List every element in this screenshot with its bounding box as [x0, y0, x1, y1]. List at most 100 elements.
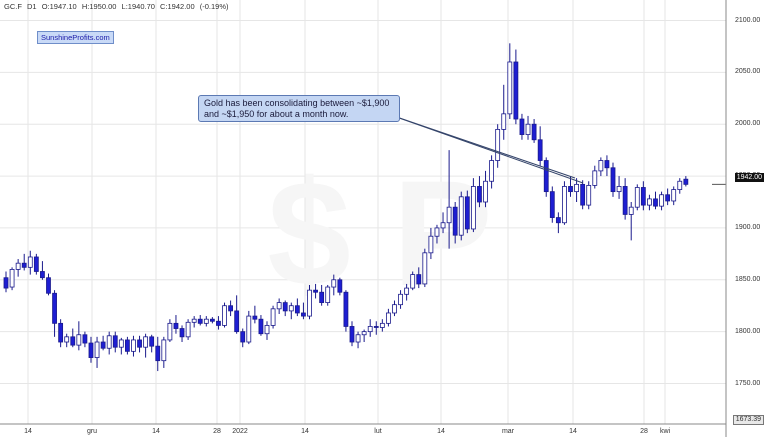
candle-body-down	[580, 183, 586, 206]
candle-body-up	[27, 256, 33, 268]
candle	[313, 283, 318, 299]
candle-body-up	[331, 279, 337, 288]
candle	[592, 165, 598, 189]
candle	[112, 331, 118, 353]
candle	[634, 184, 640, 211]
close-value: C:1942.00	[160, 2, 195, 11]
candle-body-up	[634, 187, 640, 208]
candle-body-down	[653, 198, 658, 207]
date-tick-label: 14	[569, 428, 577, 435]
candle	[398, 290, 403, 309]
candle	[386, 308, 391, 327]
price-tick-label: 2000.00	[735, 120, 761, 128]
candle	[446, 150, 452, 249]
candle	[622, 178, 628, 220]
candle	[240, 328, 246, 348]
candle	[458, 191, 464, 241]
candle-body-down	[100, 341, 106, 349]
candle	[216, 316, 221, 330]
candle	[404, 283, 410, 301]
candle	[301, 302, 306, 320]
candle	[155, 336, 161, 372]
candle-body-up	[386, 312, 391, 324]
candle	[270, 305, 276, 329]
candle	[531, 119, 537, 143]
current-price-tag: 1942.00	[734, 173, 764, 182]
candle	[434, 224, 440, 244]
candle-body-up	[161, 339, 167, 362]
candle-body-down	[149, 336, 155, 347]
candle	[203, 316, 209, 327]
candle-body-up	[94, 341, 100, 358]
candle	[483, 170, 488, 208]
candle-body-down	[610, 167, 616, 193]
date-tick-label: 2022	[232, 428, 248, 435]
candle-body-up	[434, 227, 440, 237]
candle-body-up	[355, 334, 361, 343]
candle-body-up	[574, 183, 579, 193]
candle-body-up	[525, 123, 531, 135]
candle-body-down	[373, 326, 379, 328]
candle	[88, 336, 94, 363]
candle	[288, 302, 294, 320]
candle-body-up	[131, 339, 136, 352]
timeframe: D1	[27, 2, 37, 11]
candle-body-down	[568, 186, 573, 193]
candle	[501, 84, 507, 140]
candle-body-up	[671, 189, 677, 202]
date-tick-label: 14	[301, 428, 309, 435]
candle	[52, 290, 57, 337]
date-tick-label: mar	[501, 428, 515, 435]
candle-body-down	[416, 274, 422, 285]
candle	[40, 261, 45, 280]
candle-body-up	[483, 180, 488, 203]
candle-body-up	[410, 274, 416, 289]
candle-body-up	[264, 325, 270, 335]
candle-body-down	[197, 318, 203, 324]
candle	[131, 335, 136, 357]
candle-body-up	[628, 206, 634, 215]
candle-body-down	[52, 292, 57, 324]
candle	[337, 277, 343, 296]
candle	[197, 315, 203, 326]
date-tick-label: gru	[86, 428, 98, 435]
candle-body-down	[549, 191, 555, 218]
candle	[325, 284, 331, 306]
candle-body-down	[125, 339, 130, 352]
candle	[64, 333, 70, 348]
candle-body-down	[513, 61, 519, 120]
candle-body-up	[143, 336, 149, 348]
candle	[21, 253, 27, 271]
candle	[58, 319, 64, 348]
candle	[252, 305, 258, 324]
candle	[647, 194, 652, 211]
candle	[464, 190, 470, 234]
candle-body-down	[519, 118, 525, 135]
candle-body-down	[604, 160, 610, 169]
candle	[137, 335, 142, 353]
candle-body-down	[258, 318, 264, 335]
candle	[185, 319, 191, 340]
candle	[610, 162, 616, 197]
candle	[27, 250, 33, 275]
candle	[149, 334, 155, 353]
candle-body-down	[543, 160, 549, 193]
candle-body-up	[586, 185, 592, 206]
candle	[343, 290, 349, 332]
candle	[355, 331, 361, 349]
candle-body-up	[501, 113, 507, 130]
candle	[555, 212, 561, 234]
candle	[76, 321, 82, 351]
candle-body-up	[246, 315, 252, 343]
date-tick-label: 14	[24, 428, 32, 435]
candle-body-up	[185, 321, 191, 338]
date-tick-label: 14	[437, 428, 445, 435]
candle	[264, 321, 270, 340]
candle	[46, 273, 51, 296]
candle-body-down	[155, 345, 161, 362]
candle	[209, 317, 215, 324]
candle-body-up	[203, 318, 209, 324]
min-price-tag: 1673.39	[732, 415, 764, 425]
candle-body-down	[622, 186, 628, 215]
candle-body-down	[343, 291, 349, 327]
